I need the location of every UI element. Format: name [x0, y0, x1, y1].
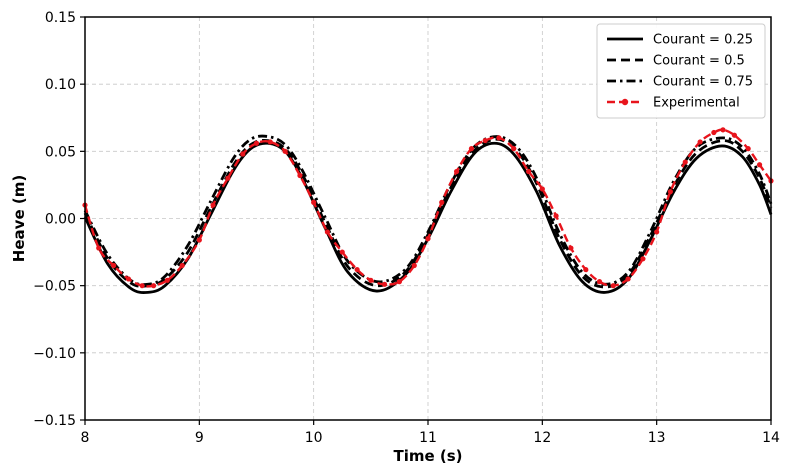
series-line-1 — [83, 137, 773, 289]
experimental-point — [196, 237, 202, 243]
x-tick-label: 14 — [762, 430, 780, 446]
experimental-point — [610, 283, 616, 289]
experimental-point — [731, 132, 738, 138]
experimental-point — [225, 175, 231, 181]
x-tick-label: 13 — [648, 430, 666, 446]
series-line-3 — [83, 128, 772, 288]
experimental-point — [240, 151, 246, 157]
y-tick-label: −0.15 — [33, 413, 76, 429]
experimental-point — [553, 213, 559, 219]
series-line-2 — [83, 134, 773, 287]
experimental-point — [697, 139, 703, 145]
experimental-point — [453, 168, 460, 175]
experimental-point — [354, 266, 360, 273]
experimental-point — [396, 279, 403, 285]
experimental-point — [539, 186, 545, 192]
experimental-point — [745, 146, 751, 152]
legend-label: Courant = 0.5 — [653, 54, 745, 69]
y-tick-label: −0.10 — [33, 346, 76, 362]
experimental-point — [297, 172, 303, 179]
legend-label: Courant = 0.25 — [653, 33, 753, 48]
experimental-point — [139, 283, 145, 289]
experimental-point — [324, 229, 330, 235]
legend-label: Courant = 0.75 — [653, 75, 753, 90]
y-tick-label: 0.05 — [45, 144, 76, 160]
experimental-point — [311, 199, 317, 205]
experimental-point — [151, 283, 157, 289]
experimental-point — [339, 249, 345, 255]
grid — [85, 17, 771, 420]
experimental-point — [267, 139, 273, 145]
experimental-point — [496, 135, 502, 141]
experimental-point — [468, 146, 475, 152]
experimental-point — [411, 262, 417, 269]
legend: Courant = 0.25 Courant = 0.5 Courant = 0.7… — [596, 23, 766, 119]
legend-label: Experimental — [653, 96, 740, 111]
legend-box — [596, 23, 766, 119]
experimental-point — [682, 159, 688, 165]
experimental-point — [526, 168, 532, 175]
legend-marker — [621, 98, 629, 106]
experimental-point — [482, 137, 488, 144]
experimental-point — [253, 140, 260, 146]
experimental-point — [282, 148, 288, 154]
experimental-point — [756, 162, 763, 168]
y-axis-label: Heave (m) — [10, 175, 28, 262]
experimental-point — [568, 245, 574, 251]
ticks: 8 9 10 11 12 13 14 −0.15 −0.10 −0.05 0.00 0.05 0.10 0… — [33, 10, 780, 446]
y-tick-label: 0.15 — [45, 10, 76, 26]
experimental-point — [720, 127, 726, 133]
experimental-point — [640, 256, 646, 262]
x-tick-label: 9 — [195, 430, 204, 446]
experimental-point — [439, 199, 445, 205]
y-tick-label: −0.05 — [33, 279, 76, 295]
experimental-point — [654, 229, 660, 235]
experimental-point — [96, 245, 102, 251]
experimental-point — [110, 262, 117, 269]
experimental-point — [210, 202, 216, 208]
experimental-point — [164, 277, 170, 283]
x-tick-label: 8 — [81, 430, 90, 446]
x-tick-label: 11 — [419, 430, 437, 446]
experimental-point — [625, 276, 631, 282]
x-axis-label: Time (s) — [393, 447, 462, 465]
series-group — [82, 127, 774, 295]
experimental-point — [125, 276, 132, 282]
experimental-point — [711, 129, 717, 136]
experimental-point — [667, 189, 673, 195]
experimental-point — [583, 266, 589, 273]
x-tick-label: 12 — [533, 430, 551, 446]
experimental-point — [511, 146, 517, 152]
y-tick-label: 0.00 — [45, 212, 76, 228]
experimental-point — [179, 262, 185, 269]
x-tick-label: 10 — [305, 430, 323, 446]
experimental-point — [596, 279, 603, 285]
experimental-point — [368, 277, 374, 283]
experimental-point — [381, 281, 388, 287]
y-tick-label: 0.10 — [45, 77, 76, 93]
experimental-point — [425, 236, 431, 242]
